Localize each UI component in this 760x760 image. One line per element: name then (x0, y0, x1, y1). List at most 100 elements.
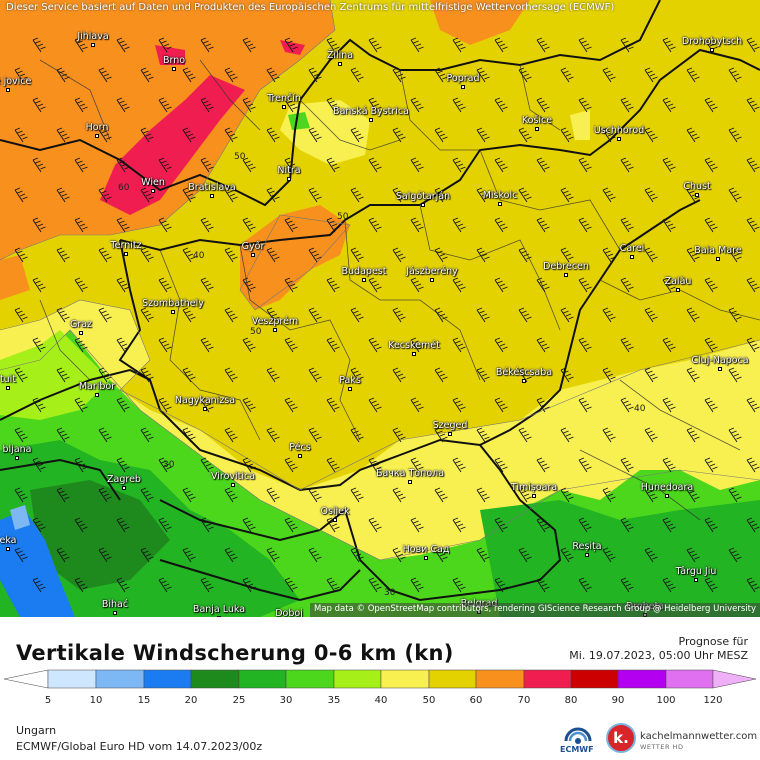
wind-barb (536, 217, 550, 233)
city-label[interactable]: Virovitica (210, 471, 256, 482)
city-label[interactable]: Osijek (320, 506, 350, 517)
wind-barb (536, 397, 550, 413)
city-label[interactable]: Hunedoara (640, 482, 694, 493)
wind-barb (224, 247, 238, 263)
city-label[interactable]: Nagykanizsa (174, 395, 236, 406)
city-label[interactable]: Salgótarján (395, 191, 451, 202)
wind-barb (140, 367, 154, 383)
city-label[interactable]: Békéscsaba (495, 367, 553, 378)
wind-barb (116, 517, 130, 533)
city-label[interactable]: Banská Bystrica (333, 106, 409, 117)
city-label[interactable]: Nitra (277, 165, 301, 176)
city-label[interactable]: Reșița (572, 541, 602, 552)
wind-barb (536, 37, 550, 53)
wind-barb (308, 67, 322, 83)
city-label[interactable]: Chust (683, 181, 711, 192)
weather-map[interactable]: Dieser Service basiert auf Daten und Pro… (0, 0, 760, 617)
ecmwf-logo-icon[interactable] (558, 727, 598, 755)
kachelmann-logo-icon[interactable]: k. (606, 723, 636, 753)
city-label[interactable]: eka (0, 535, 17, 546)
city-label[interactable]: Trenčín (267, 93, 301, 104)
city-label[interactable]: Drohobytsch (681, 36, 743, 47)
city-label[interactable]: Žilina (326, 50, 354, 61)
city-label[interactable]: Jászberény (406, 266, 458, 277)
city-label[interactable]: Győr (241, 241, 265, 252)
city-label[interactable]: Zalău (664, 276, 692, 287)
city-label[interactable]: Bratislava (188, 182, 236, 193)
city-label[interactable]: Poprad (446, 73, 480, 84)
wind-barb (200, 397, 214, 413)
wind-barb (518, 307, 532, 323)
city-marker (172, 67, 176, 71)
city-label[interactable]: Debrecen (543, 261, 589, 272)
wind-barb (14, 187, 28, 203)
city-label[interactable]: Budapest (341, 266, 387, 277)
wind-barb (182, 307, 196, 323)
city-label[interactable]: šké jovice (0, 76, 32, 87)
wind-barb (74, 97, 88, 113)
city-label[interactable]: Ternitz (110, 240, 142, 251)
wind-barb (74, 277, 88, 293)
wind-barb (326, 577, 340, 593)
city-label[interactable]: tuit (0, 374, 17, 385)
city-label[interactable]: Cluj-Napoca (691, 355, 749, 366)
wind-barb (242, 37, 256, 53)
wind-barb (242, 577, 256, 593)
wind-barb (242, 157, 256, 173)
wind-barb (158, 337, 172, 353)
wind-barb (350, 67, 364, 83)
city-label[interactable]: Timișoara (510, 482, 558, 493)
city-label[interactable]: Бачка Топола (375, 468, 445, 479)
wind-barb (602, 307, 616, 323)
wind-barb (182, 367, 196, 383)
city-label[interactable]: Carei (619, 243, 645, 254)
city-label[interactable]: Veszprém (251, 316, 299, 327)
city-label[interactable]: Paks (339, 375, 361, 386)
city-label[interactable]: Doboj (275, 608, 303, 617)
city-label[interactable]: Bihać (101, 599, 129, 610)
city-label[interactable]: Baia Mare (694, 245, 742, 256)
color-scale-bar (3, 669, 757, 689)
city-marker (362, 278, 366, 282)
brand-name-link[interactable]: kachelmannwetter.com (640, 731, 758, 742)
wind-barb (14, 67, 28, 83)
city-label[interactable]: Pécs (289, 442, 311, 453)
city-label[interactable]: Graz (69, 319, 93, 330)
wind-barb (686, 127, 700, 143)
city-label[interactable]: Târgu Jiu (675, 566, 717, 577)
wind-barb (518, 67, 532, 83)
city-label[interactable]: Brno (162, 55, 186, 66)
city-marker (251, 253, 255, 257)
city-label[interactable]: Wien (141, 177, 165, 188)
wind-barbs (14, 37, 760, 593)
wind-barb (350, 187, 364, 203)
city-label[interactable]: Horn (85, 122, 109, 133)
city-label[interactable]: Kecskemét (388, 340, 440, 351)
wind-barb (182, 127, 196, 143)
city-marker (448, 432, 452, 436)
city-label[interactable]: Jihlava (77, 31, 109, 42)
city-marker (122, 486, 126, 490)
city-label[interactable]: Miskolc (482, 190, 518, 201)
city-label[interactable]: Szombathely (142, 298, 204, 309)
city-label[interactable]: Uschhorod (593, 125, 645, 136)
city-label[interactable]: Szeged (432, 420, 468, 431)
city-label[interactable]: Košice (521, 115, 553, 126)
wind-barb (32, 277, 46, 293)
wind-barb (518, 547, 532, 563)
city-label[interactable]: Zagreb (107, 474, 141, 485)
wind-barb (284, 217, 298, 233)
wind-barb (662, 517, 676, 533)
wind-barb (410, 397, 424, 413)
city-marker (585, 553, 589, 557)
city-label[interactable]: Banja Luka (192, 604, 246, 615)
city-marker (298, 454, 302, 458)
color-scale-segment (380, 669, 430, 689)
city-label[interactable]: Maribor (78, 381, 116, 392)
contour-value-label: 60 (118, 183, 130, 193)
wind-barb (578, 397, 592, 413)
city-label[interactable]: Нови Сад (402, 544, 450, 555)
city-marker (412, 352, 416, 356)
wind-barb (116, 277, 130, 293)
city-label[interactable]: bljana (2, 444, 32, 455)
